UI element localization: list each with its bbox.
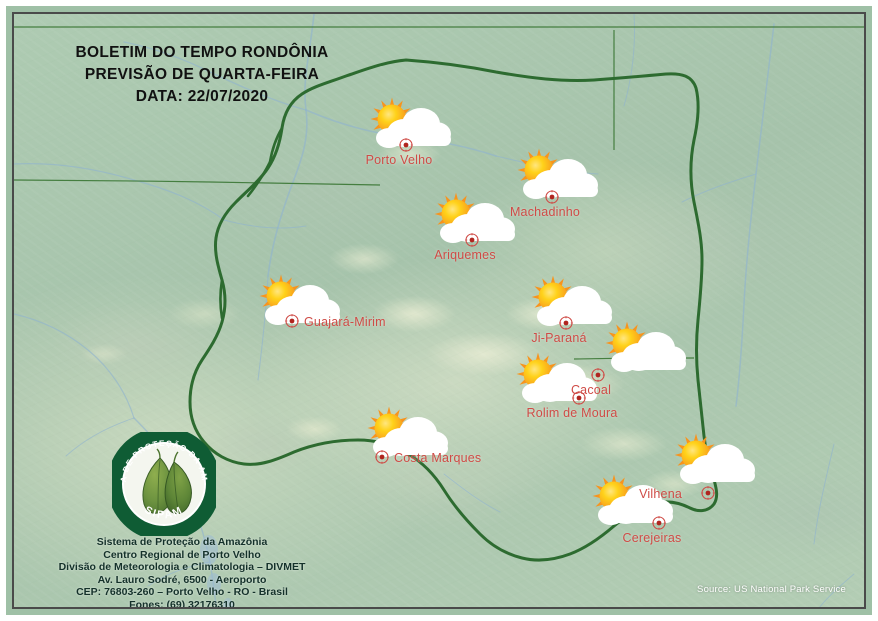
cloud-icon: [376, 108, 451, 148]
cloud-icon: [523, 159, 598, 199]
weather-icon-rolim-de-moura: [510, 348, 606, 410]
footer-line-2: Centro Regional de Porto Velho: [103, 548, 261, 561]
footer-line-5: CEP: 76803-260 – Porto Velho - RO - Bras…: [76, 586, 288, 599]
title-line-3: DATA: 22/07/2020: [135, 88, 269, 105]
city-label-porto-velho: Porto Velho: [365, 153, 433, 167]
city-label-costa-marques: Costa Marques: [394, 451, 482, 465]
city-dot-icon: [591, 368, 605, 382]
city-label-cacoal: Cacoal: [570, 383, 612, 397]
city-label-vilhena: Vilhena: [639, 487, 682, 501]
city-label-rolim-de-moura: Rolim de Moura: [526, 406, 618, 420]
city-dot-icon: [652, 516, 666, 530]
city-dot-icon: [572, 391, 586, 405]
city-dot-icon: [465, 233, 479, 247]
source-attribution: Source: US National Park Service: [697, 584, 846, 595]
city-label-ariquemes: Ariquemes: [434, 248, 496, 262]
weather-icon-ji-paran-: [525, 271, 621, 333]
city-dot-icon: [545, 190, 559, 204]
cloud-icon: [598, 485, 673, 525]
page-title: BOLETIM DO TEMPO RONDÔNIA PREVISÃO DE QU…: [42, 42, 362, 108]
weather-icon-costa-marques: [361, 402, 457, 464]
city-label-ji-paran-: Ji-Paraná: [531, 331, 587, 345]
city-label-machadinho: Machadinho: [509, 205, 581, 219]
footer-line-4: Av. Lauro Sodré, 6500 - Aeroporto: [97, 573, 267, 586]
city-dot-icon: [701, 486, 715, 500]
weather-icon-machadinho: [511, 144, 607, 206]
footer-line-3: Divisão de Meteorologia e Climatologia –…: [58, 561, 306, 574]
sipam-logo: SISTEMA DE PROTEÇÃO DA AMAZÔNIA SIPAM: [107, 425, 221, 541]
logo-acronym-text: SIPAM: [143, 504, 186, 521]
weather-icon-cacoal: [599, 317, 695, 379]
cloud-icon: [440, 203, 515, 243]
city-dot-icon: [375, 450, 389, 464]
footer-contact-block: Sistema de Proteção da Amazônia Centro R…: [32, 536, 332, 609]
cloud-icon: [611, 332, 686, 372]
cloud-icon: [373, 417, 448, 457]
weather-icon-cerejeiras: [586, 470, 682, 532]
weather-icon-vilhena: [668, 429, 764, 491]
city-label-guajar-mirim: Guajará-Mirim: [304, 315, 386, 329]
footer-line-6: Fones: (69) 32176310: [129, 598, 235, 609]
city-dot-icon: [285, 314, 299, 328]
city-dot-icon: [559, 316, 573, 330]
title-line-2: PREVISÃO DE QUARTA-FEIRA: [84, 66, 320, 83]
weather-icon-porto-velho: [364, 93, 460, 155]
title-line-1: BOLETIM DO TEMPO RONDÔNIA: [75, 44, 329, 61]
weather-icon-ariquemes: [428, 188, 524, 250]
footer-line-1: Sistema de Proteção da Amazônia: [96, 536, 268, 548]
cloud-icon: [537, 286, 612, 326]
city-label-cerejeiras: Cerejeiras: [622, 531, 682, 545]
map-canvas: Porto Velho Machadinho Ariquemes Guajará-Mi…: [12, 12, 866, 609]
cloud-icon: [680, 444, 755, 484]
city-dot-icon: [399, 138, 413, 152]
